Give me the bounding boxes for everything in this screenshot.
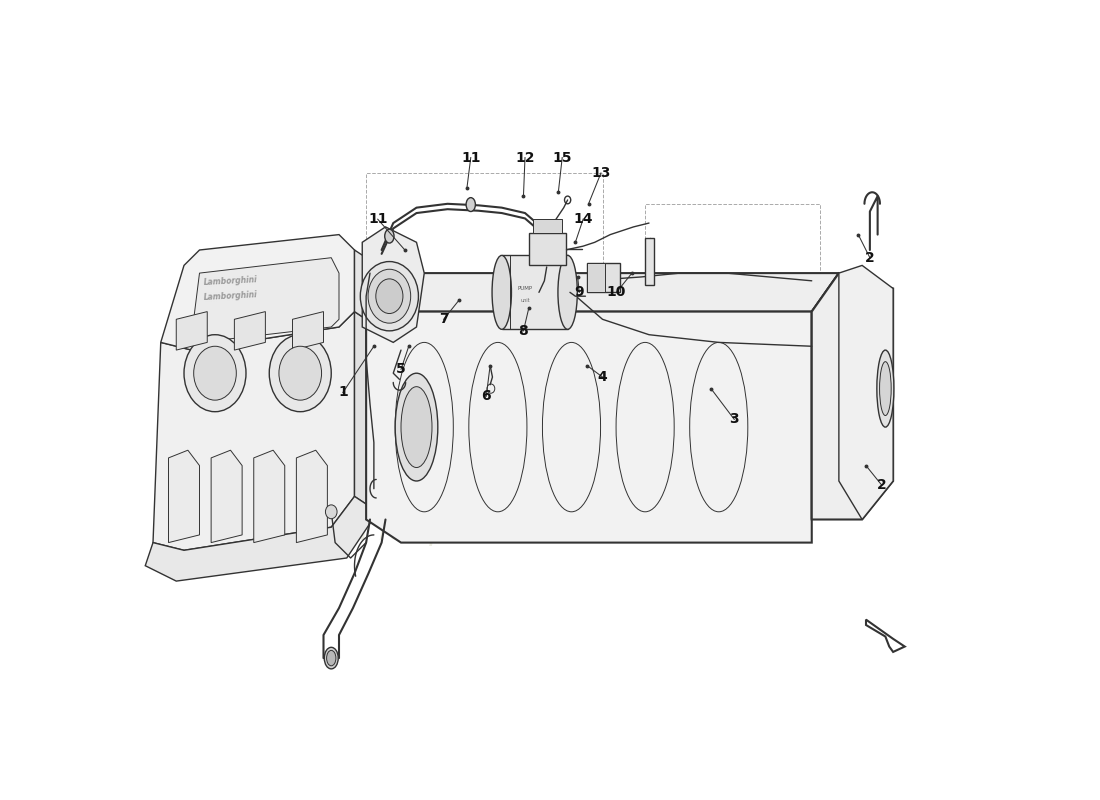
- Text: 2: 2: [865, 250, 874, 265]
- Text: unit: unit: [520, 298, 530, 302]
- Polygon shape: [296, 450, 328, 542]
- Ellipse shape: [327, 650, 336, 666]
- Polygon shape: [366, 311, 812, 542]
- Polygon shape: [145, 496, 377, 581]
- Polygon shape: [293, 311, 323, 350]
- Polygon shape: [362, 227, 425, 342]
- Ellipse shape: [558, 255, 578, 330]
- Polygon shape: [645, 238, 654, 285]
- Polygon shape: [354, 311, 377, 512]
- Text: 5: 5: [396, 362, 406, 376]
- Text: 2: 2: [877, 478, 887, 492]
- Ellipse shape: [466, 198, 475, 211]
- Ellipse shape: [326, 505, 337, 518]
- Polygon shape: [812, 273, 893, 519]
- Text: 3: 3: [729, 413, 739, 426]
- Ellipse shape: [324, 647, 338, 669]
- Text: a passion for parts: a passion for parts: [222, 517, 507, 546]
- Text: Lamborghini: Lamborghini: [204, 290, 257, 302]
- Polygon shape: [254, 450, 285, 542]
- Text: 6: 6: [482, 390, 491, 403]
- Polygon shape: [532, 219, 562, 233]
- Text: 13: 13: [592, 166, 611, 180]
- Ellipse shape: [402, 386, 432, 467]
- Text: 12: 12: [515, 150, 535, 165]
- Text: 1: 1: [338, 386, 348, 399]
- Text: 14: 14: [573, 212, 593, 226]
- Polygon shape: [153, 311, 354, 550]
- Text: 4: 4: [597, 370, 607, 384]
- Ellipse shape: [492, 255, 512, 330]
- Polygon shape: [161, 234, 354, 350]
- Polygon shape: [587, 263, 605, 292]
- Ellipse shape: [385, 230, 394, 243]
- Polygon shape: [176, 311, 207, 350]
- Polygon shape: [812, 273, 839, 519]
- Ellipse shape: [395, 373, 438, 481]
- Text: PUMP: PUMP: [517, 286, 532, 291]
- Ellipse shape: [361, 262, 418, 331]
- Ellipse shape: [376, 279, 403, 314]
- Polygon shape: [191, 258, 339, 342]
- Polygon shape: [529, 233, 566, 266]
- Ellipse shape: [880, 362, 891, 415]
- Polygon shape: [839, 266, 893, 519]
- Text: 8: 8: [518, 324, 528, 338]
- Text: 11: 11: [368, 212, 387, 226]
- Text: 10: 10: [607, 286, 626, 299]
- Ellipse shape: [279, 346, 321, 400]
- Ellipse shape: [184, 334, 246, 412]
- Text: Lamborghini: Lamborghini: [204, 275, 257, 286]
- Text: 11: 11: [461, 150, 481, 165]
- Ellipse shape: [194, 346, 236, 400]
- Polygon shape: [234, 311, 265, 350]
- Ellipse shape: [877, 350, 894, 427]
- Polygon shape: [366, 273, 839, 311]
- Polygon shape: [168, 450, 199, 542]
- Text: 7: 7: [439, 312, 449, 326]
- Polygon shape: [502, 255, 568, 330]
- Polygon shape: [211, 450, 242, 542]
- Ellipse shape: [270, 334, 331, 412]
- Polygon shape: [354, 250, 377, 327]
- Text: euroParts: euroParts: [180, 418, 698, 510]
- Ellipse shape: [368, 270, 410, 323]
- Polygon shape: [587, 263, 619, 292]
- Text: 15: 15: [552, 150, 572, 165]
- Text: 9: 9: [574, 286, 584, 299]
